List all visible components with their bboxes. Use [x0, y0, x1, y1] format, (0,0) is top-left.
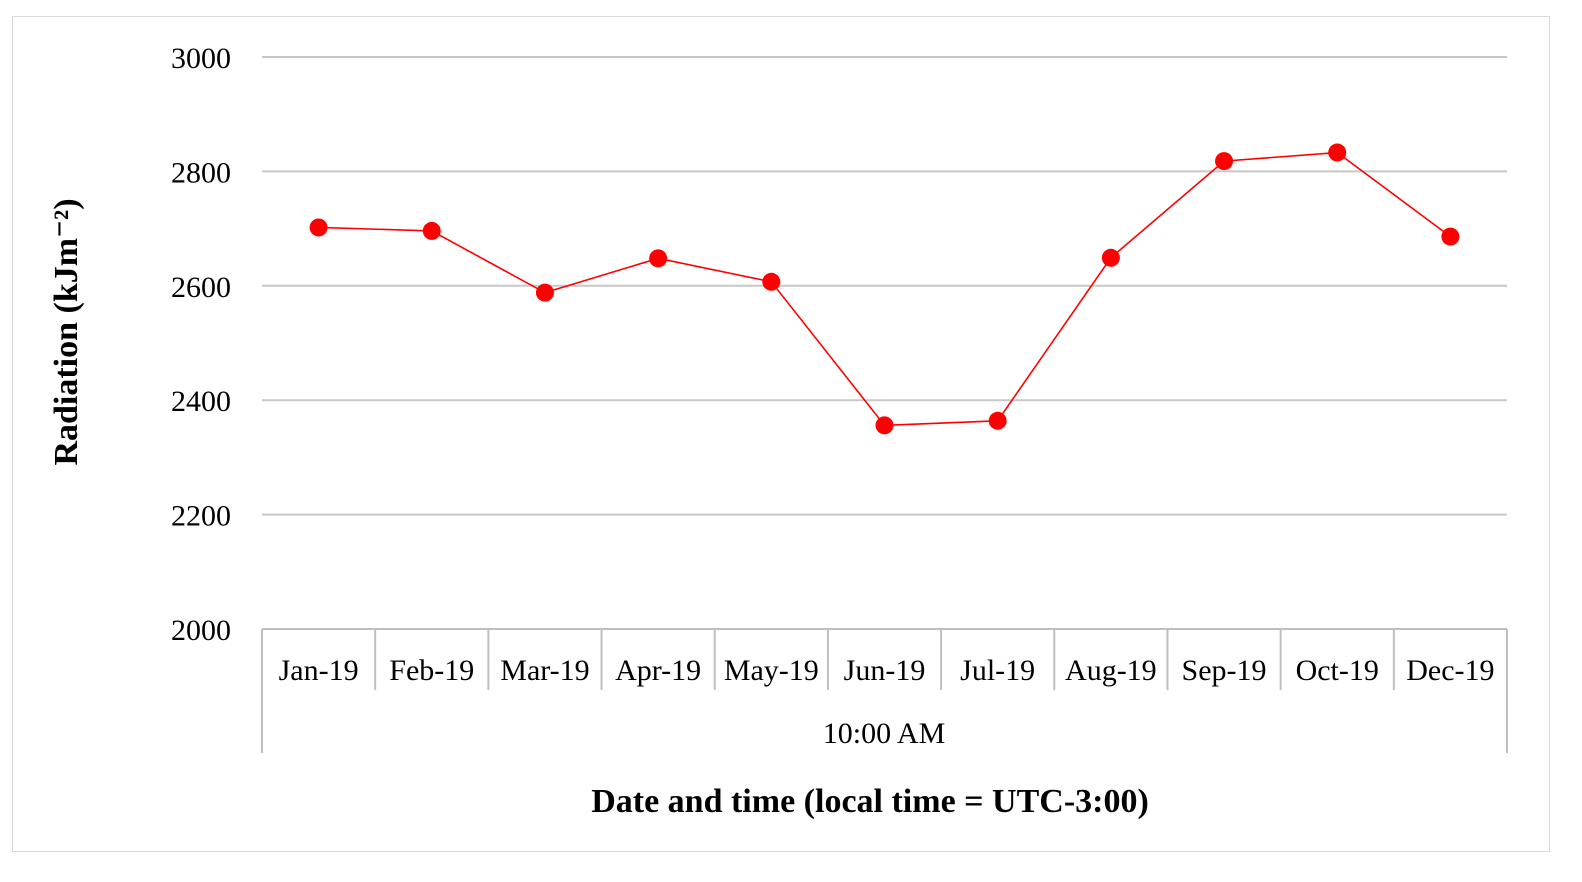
x-tick-label: Jan-19 — [279, 654, 359, 687]
x-tick-label: Aug-19 — [1065, 654, 1157, 687]
y-axis-label: Radiation (kJm⁻²) — [48, 198, 85, 465]
data-point — [988, 411, 1007, 430]
y-tick-label: 2800 — [171, 156, 231, 189]
x-tick-label: Jun-19 — [844, 654, 926, 687]
data-point — [649, 249, 668, 268]
data-point — [1215, 152, 1234, 171]
x-tick-label: Dec-19 — [1406, 654, 1494, 687]
x-axis: Jan-19 Feb-19 Mar-19 Apr-19 May-19 Jun-19 Jul-… — [261, 628, 1508, 753]
y-tick-label: 2400 — [171, 385, 231, 418]
x-axis-label: Date and time (local time = UTC-3:00) — [591, 783, 1149, 820]
x-tick-label: Mar-19 — [500, 654, 589, 687]
data-point — [762, 272, 781, 291]
y-tick-label: 2000 — [171, 614, 231, 647]
y-axis-ticks: 2000 2200 2400 2600 2800 3000 — [171, 42, 231, 647]
y-tick-label: 3000 — [171, 42, 231, 75]
data-point — [309, 218, 328, 237]
x-tick-label: Sep-19 — [1182, 654, 1267, 687]
data-point — [1441, 227, 1460, 246]
gridlines — [262, 56, 1507, 516]
series-path — [318, 151, 1451, 427]
data-point — [535, 283, 554, 302]
x-tick-label: Jul-19 — [960, 654, 1035, 687]
chart-frame — [12, 16, 1550, 852]
y-tick-label: 2600 — [171, 271, 231, 304]
x-tick-label: Oct-19 — [1296, 654, 1379, 687]
x-tick-label: Feb-19 — [389, 654, 474, 687]
series-line — [309, 143, 1460, 435]
x-tick-label: May-19 — [724, 654, 819, 687]
data-point — [422, 221, 441, 240]
x-axis-group-label: 10:00 AM — [823, 717, 946, 750]
data-point — [1101, 248, 1120, 267]
y-tick-label: 2200 — [171, 500, 231, 533]
data-point — [875, 416, 894, 435]
x-tick-label: Apr-19 — [615, 654, 701, 687]
data-point — [1328, 143, 1347, 162]
